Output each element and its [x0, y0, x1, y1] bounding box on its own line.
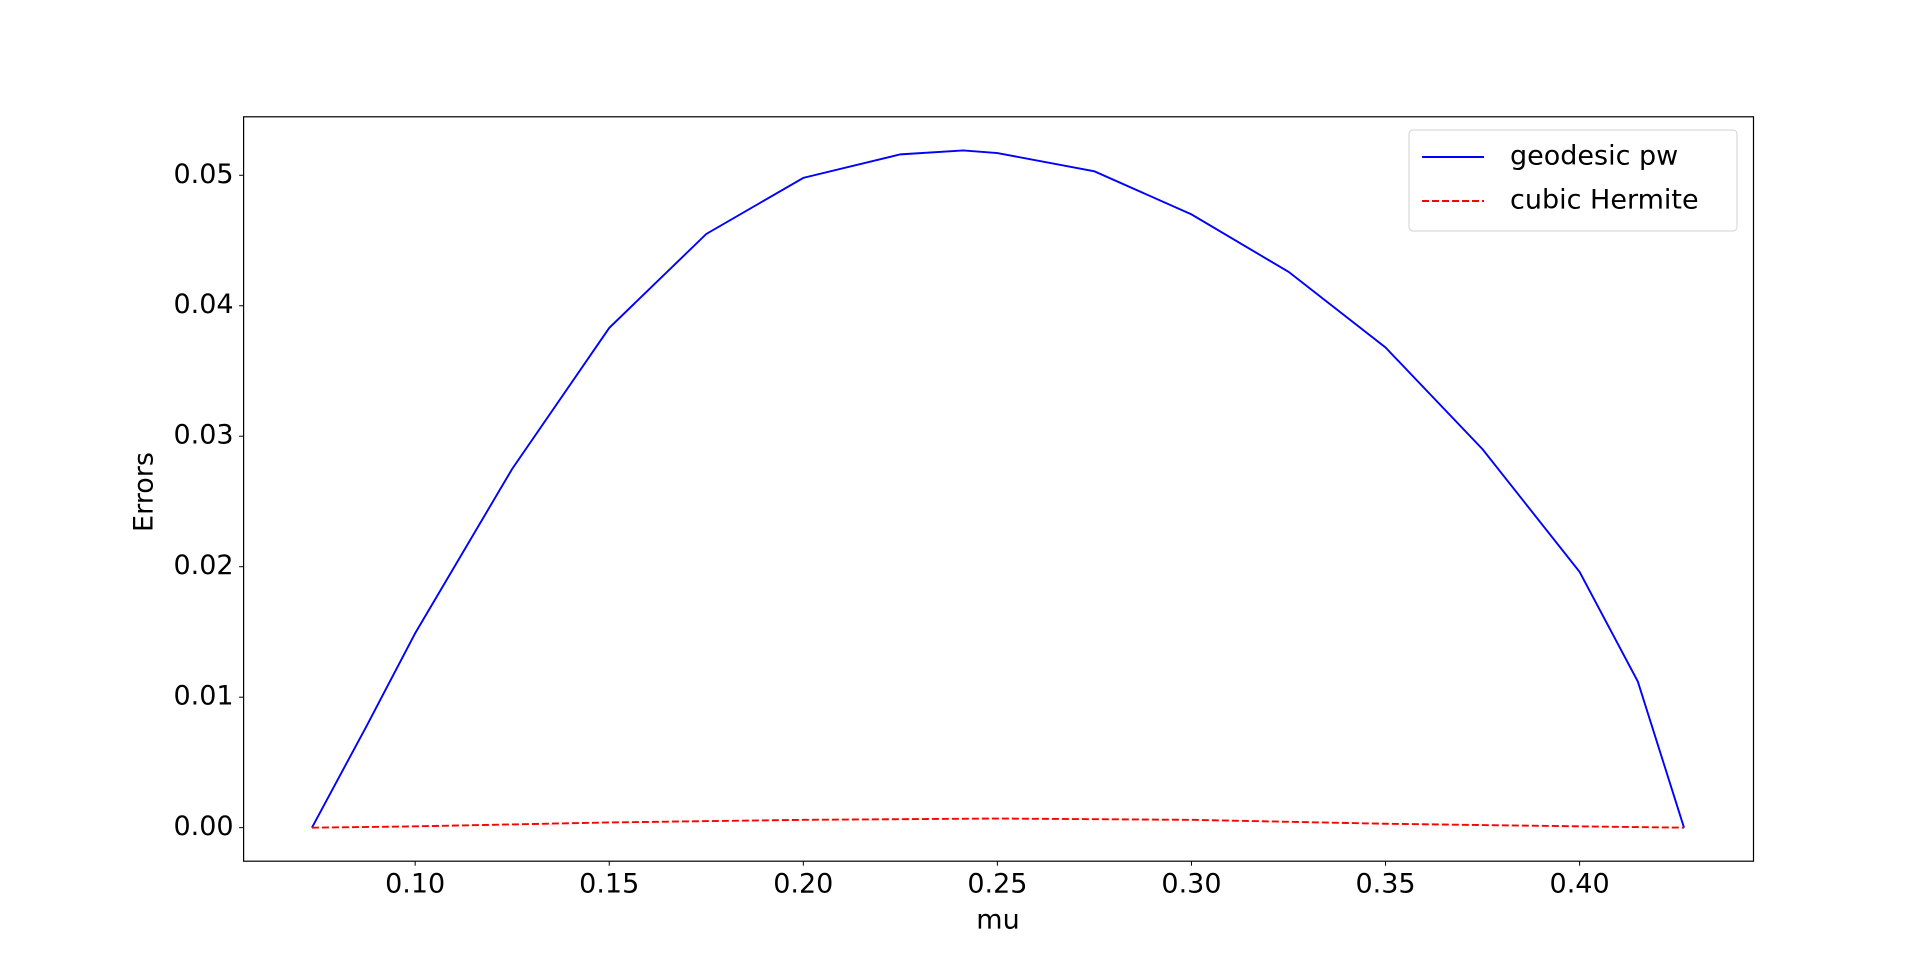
series-line: [311, 817, 1685, 829]
legend-label: cubic Hermite: [1510, 185, 1699, 216]
legend-label: geodesic pw: [1510, 141, 1678, 172]
y-tick-label: 0.02: [173, 550, 233, 581]
x-tick-label: 0.35: [1355, 869, 1415, 900]
plot-frame: [243, 116, 1755, 862]
x-tick-label: 0.10: [385, 869, 445, 900]
y-tick-label: 0.01: [173, 681, 233, 712]
y-axis-label: Errors: [129, 452, 160, 532]
x-tick-label: 0.30: [1161, 869, 1221, 900]
y-tick-label: 0.03: [173, 420, 233, 451]
y-tick-label: 0.04: [173, 289, 233, 320]
y-tick-label: 0.00: [173, 811, 233, 842]
x-tick-label: 0.25: [967, 869, 1027, 900]
x-tick-label: 0.40: [1550, 869, 1610, 900]
x-tick-label: 0.20: [773, 869, 833, 900]
x-axis-label: mu: [976, 905, 1019, 936]
x-tick-label: 0.15: [579, 869, 639, 900]
series-line: [311, 149, 1685, 829]
y-tick-label: 0.05: [173, 159, 233, 190]
legend-box: [1408, 129, 1738, 232]
